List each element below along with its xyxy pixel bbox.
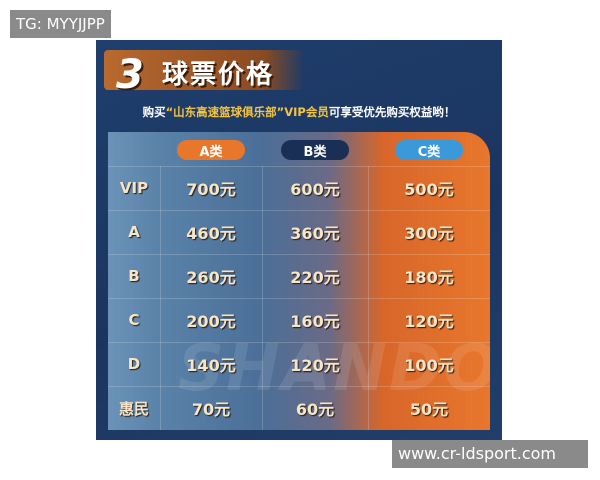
price: 200元 — [186, 312, 236, 331]
row-label: D — [127, 355, 141, 373]
subtitle: 购买“山东高速篮球俱乐部”VIP会员可享受优先购买权益哟！ — [96, 104, 502, 120]
title: 球票价格 — [162, 60, 275, 90]
row-label: C — [128, 311, 140, 329]
price: 260元 — [186, 268, 236, 287]
column-divider — [368, 166, 369, 430]
price: 60元 — [295, 400, 335, 419]
price-table: SHANDO A类 B类 C类 VIP 700元 600元 500元 A 460元 360元 300… — [108, 132, 490, 430]
price: 140元 — [186, 356, 236, 375]
row-divider — [108, 166, 490, 167]
background-text: SHANDO — [178, 332, 490, 406]
row-divider — [108, 386, 490, 387]
price: 100元 — [404, 356, 454, 375]
price: 300元 — [404, 224, 454, 243]
subtitle-part: 可享受优先购买权益哟！ — [328, 105, 456, 119]
subtitle-highlight: “山东高速篮球俱乐部” — [165, 105, 285, 119]
subtitle-part: 购买 — [142, 105, 166, 119]
row-label: B — [128, 267, 140, 285]
row-label: VIP — [119, 179, 149, 197]
column-header: C类 — [395, 140, 463, 160]
row-divider — [108, 298, 490, 299]
column-divider — [262, 166, 263, 430]
badge: TG: MYYJJPP — [10, 10, 111, 38]
price: 70元 — [191, 400, 231, 419]
title-banner: 3 球票价格 — [104, 50, 304, 98]
price: 160元 — [290, 312, 340, 331]
price: 500元 — [404, 180, 454, 199]
title-number: 3 — [116, 52, 144, 98]
watermark-url: www.cr-ldsport.com — [392, 440, 588, 468]
price: 120元 — [404, 312, 454, 331]
row-label: A — [128, 223, 140, 241]
subtitle-highlight: VIP会员 — [284, 105, 329, 119]
price: 700元 — [186, 180, 236, 199]
price: 120元 — [290, 356, 340, 375]
price: 180元 — [404, 268, 454, 287]
price: 220元 — [290, 268, 340, 287]
price: 50元 — [409, 400, 449, 419]
column-header: A类 — [177, 140, 245, 160]
row-divider — [108, 254, 490, 255]
row-divider — [108, 210, 490, 211]
row-label: 惠民 — [118, 399, 149, 418]
column-divider — [160, 166, 161, 430]
column-header: B类 — [281, 140, 349, 160]
price: 600元 — [290, 180, 340, 199]
price: 460元 — [186, 224, 236, 243]
price: 360元 — [290, 224, 340, 243]
poster: 3 球票价格 购买“山东高速篮球俱乐部”VIP会员可享受优先购买权益哟！ SHA… — [96, 40, 502, 440]
row-divider — [108, 342, 490, 343]
